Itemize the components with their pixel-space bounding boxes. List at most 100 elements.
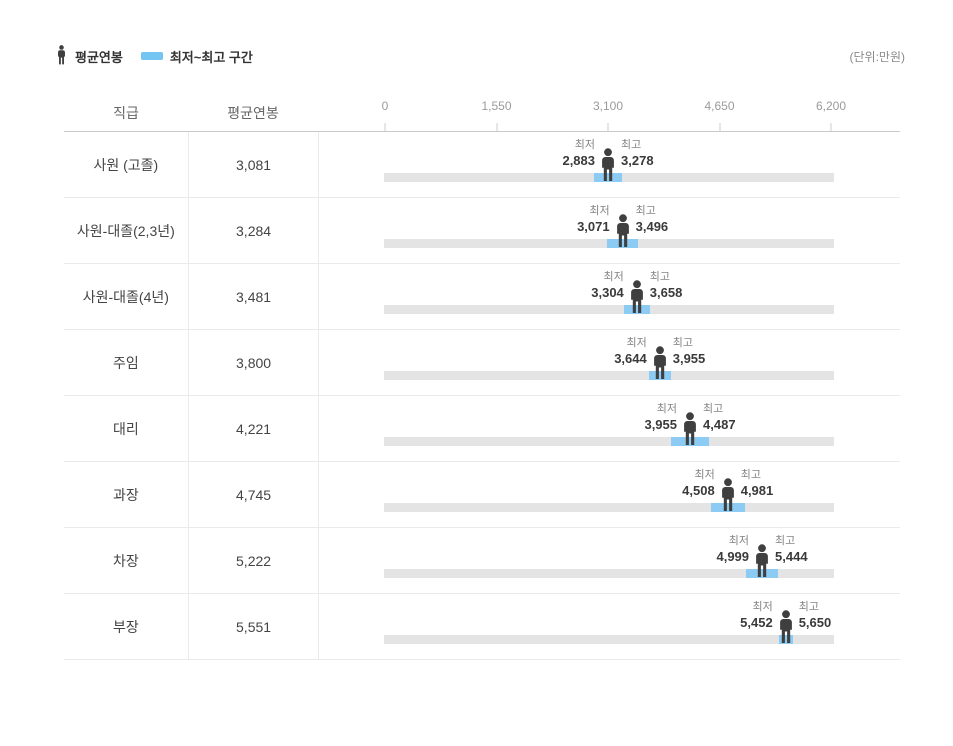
- person-icon: [597, 148, 619, 182]
- range-chart-cell: 최저 3,644 최고 3,955: [319, 330, 900, 395]
- min-caption: 최저: [574, 139, 596, 151]
- person-icon: [775, 610, 797, 644]
- min-label-block: 최저 4,999: [716, 534, 749, 566]
- min-value: 3,304: [591, 285, 624, 300]
- min-value: 5,452: [740, 615, 773, 630]
- min-caption: 최저: [752, 601, 773, 613]
- person-icon: [717, 478, 739, 512]
- max-caption: 최고: [775, 535, 796, 547]
- person-icon: [751, 544, 773, 578]
- person-icon: [649, 346, 671, 380]
- grade-label: 부장: [64, 594, 189, 659]
- min-caption: 최저: [626, 337, 647, 349]
- grade-label: 사원-대졸(4년): [64, 264, 189, 329]
- person-icon: [612, 214, 634, 248]
- range-chart-cell: 최저 3,955 최고 4,487: [319, 396, 900, 461]
- legend-bar: 평균연봉 최저~최고 구간 (단위:만원): [55, 44, 906, 68]
- track-bar: [384, 503, 835, 512]
- min-max-range-bar: [593, 173, 623, 182]
- chart-scale: 최저 5,452 최고 5,650: [384, 594, 835, 659]
- range-chart-cell: 최저 2,883 최고 3,278: [319, 132, 900, 197]
- axis-tick-label: 0: [381, 99, 389, 113]
- chart-scale: 최저 3,955 최고 4,487: [384, 396, 835, 461]
- chart-scale: 최저 4,999 최고 5,444: [384, 528, 835, 593]
- min-caption: 최저: [589, 205, 610, 217]
- min-value: 3,071: [577, 219, 610, 234]
- min-max-range-bar: [778, 635, 793, 644]
- range-chart-cell: 최저 4,508 최고 4,981: [319, 462, 900, 527]
- min-label-block: 최저 3,644: [614, 336, 647, 368]
- axis-tick-label: 6,200: [815, 99, 847, 113]
- track-bar: [384, 569, 835, 578]
- table-row: 사원-대졸(2,3년) 3,284 최저 3,071 최고 3,496: [64, 198, 900, 264]
- min-label-block: 최저 4,508: [682, 468, 715, 500]
- max-label-block: 최고 5,650: [799, 600, 832, 632]
- max-label-block: 최고 4,487: [703, 402, 736, 434]
- average-salary-value: 4,221: [189, 396, 320, 461]
- grade-label: 사원 (고졸): [64, 132, 189, 197]
- min-caption: 최저: [603, 271, 624, 283]
- unit-label: (단위:만원): [849, 49, 906, 64]
- max-label-block: 최고 3,955: [673, 336, 706, 368]
- column-header-grade: 직급: [113, 105, 139, 121]
- person-icon: [626, 280, 648, 314]
- min-max-range-bar: [670, 437, 710, 446]
- range-swatch-icon: [140, 52, 163, 60]
- max-caption: 최고: [740, 469, 761, 481]
- grade-label: 차장: [64, 528, 189, 593]
- salary-range-chart-page: 평균연봉 최저~최고 구간 (단위:만원) 직급 평균연봉 0 1,550 3,10…: [0, 44, 953, 660]
- track-bar: [384, 305, 835, 314]
- min-max-range-bar: [710, 503, 745, 512]
- average-salary-value: 4,745: [189, 462, 320, 527]
- average-salary-value: 3,284: [189, 198, 320, 263]
- axis-tick-mark: [496, 123, 497, 131]
- max-value: 3,955: [672, 351, 706, 366]
- max-caption: 최고: [798, 601, 819, 613]
- column-header-average: 평균연봉: [227, 105, 279, 121]
- max-caption: 최고: [672, 337, 693, 349]
- x-axis: 0 1,550 3,100 4,650 6,200: [381, 95, 846, 131]
- person-icon: [55, 44, 68, 68]
- min-value: 4,508: [682, 483, 715, 498]
- min-max-range-bar: [624, 305, 650, 314]
- track-bar: [384, 635, 835, 644]
- table-row: 차장 5,222 최저 4,999 최고 5,444: [64, 528, 900, 594]
- legend-average-salary: 평균연봉: [55, 44, 123, 68]
- legend-min-max-range: 최저~최고 구간: [140, 47, 253, 66]
- chart-scale: 최저 3,304 최고 3,658: [384, 264, 835, 329]
- chart-scale: 최저 3,644 최고 3,955: [384, 330, 835, 395]
- track-bar: [384, 371, 835, 380]
- min-label-block: 최저 5,452: [740, 600, 773, 632]
- min-value: 4,999: [716, 549, 750, 564]
- chart-scale: 최저 4,508 최고 4,981: [384, 462, 835, 527]
- min-value: 3,644: [614, 351, 647, 366]
- max-caption: 최고: [649, 271, 671, 283]
- chart-scale: 최저 3,071 최고 3,496: [384, 198, 835, 263]
- max-value: 3,658: [649, 285, 683, 300]
- min-max-range-bar: [745, 569, 778, 578]
- min-value: 2,883: [562, 153, 596, 168]
- axis-tick-label: 3,100: [592, 99, 624, 113]
- min-value: 3,955: [644, 417, 678, 432]
- max-value: 5,444: [775, 549, 808, 564]
- max-value: 3,496: [635, 219, 669, 234]
- table-body: 사원 (고졸) 3,081 최저 2,883 최고 3,278 사원-대졸(2,3년) 3,2…: [64, 132, 900, 660]
- range-chart-cell: 최저 3,304 최고 3,658: [319, 264, 900, 329]
- max-caption: 최고: [703, 403, 724, 415]
- min-label-block: 최저 2,883: [562, 138, 595, 170]
- min-caption: 최저: [694, 469, 715, 481]
- min-max-range-bar: [648, 371, 671, 380]
- max-value: 4,981: [740, 483, 774, 498]
- range-chart-cell: 최저 4,999 최고 5,444: [319, 528, 900, 593]
- average-salary-value: 5,222: [189, 528, 320, 593]
- person-icon: [679, 412, 701, 446]
- salary-table: 직급 평균연봉 0 1,550 3,100 4,650 6,200 사원 (고졸) 3,0…: [64, 95, 900, 660]
- min-caption: 최저: [656, 403, 678, 415]
- max-caption: 최고: [621, 139, 642, 151]
- average-salary-value: 5,551: [189, 594, 320, 659]
- max-value: 4,487: [703, 417, 736, 432]
- max-value: 5,650: [798, 615, 832, 630]
- axis-tick-mark: [607, 123, 609, 131]
- axis-tick-mark: [384, 123, 386, 131]
- grade-label: 사원-대졸(2,3년): [64, 198, 189, 263]
